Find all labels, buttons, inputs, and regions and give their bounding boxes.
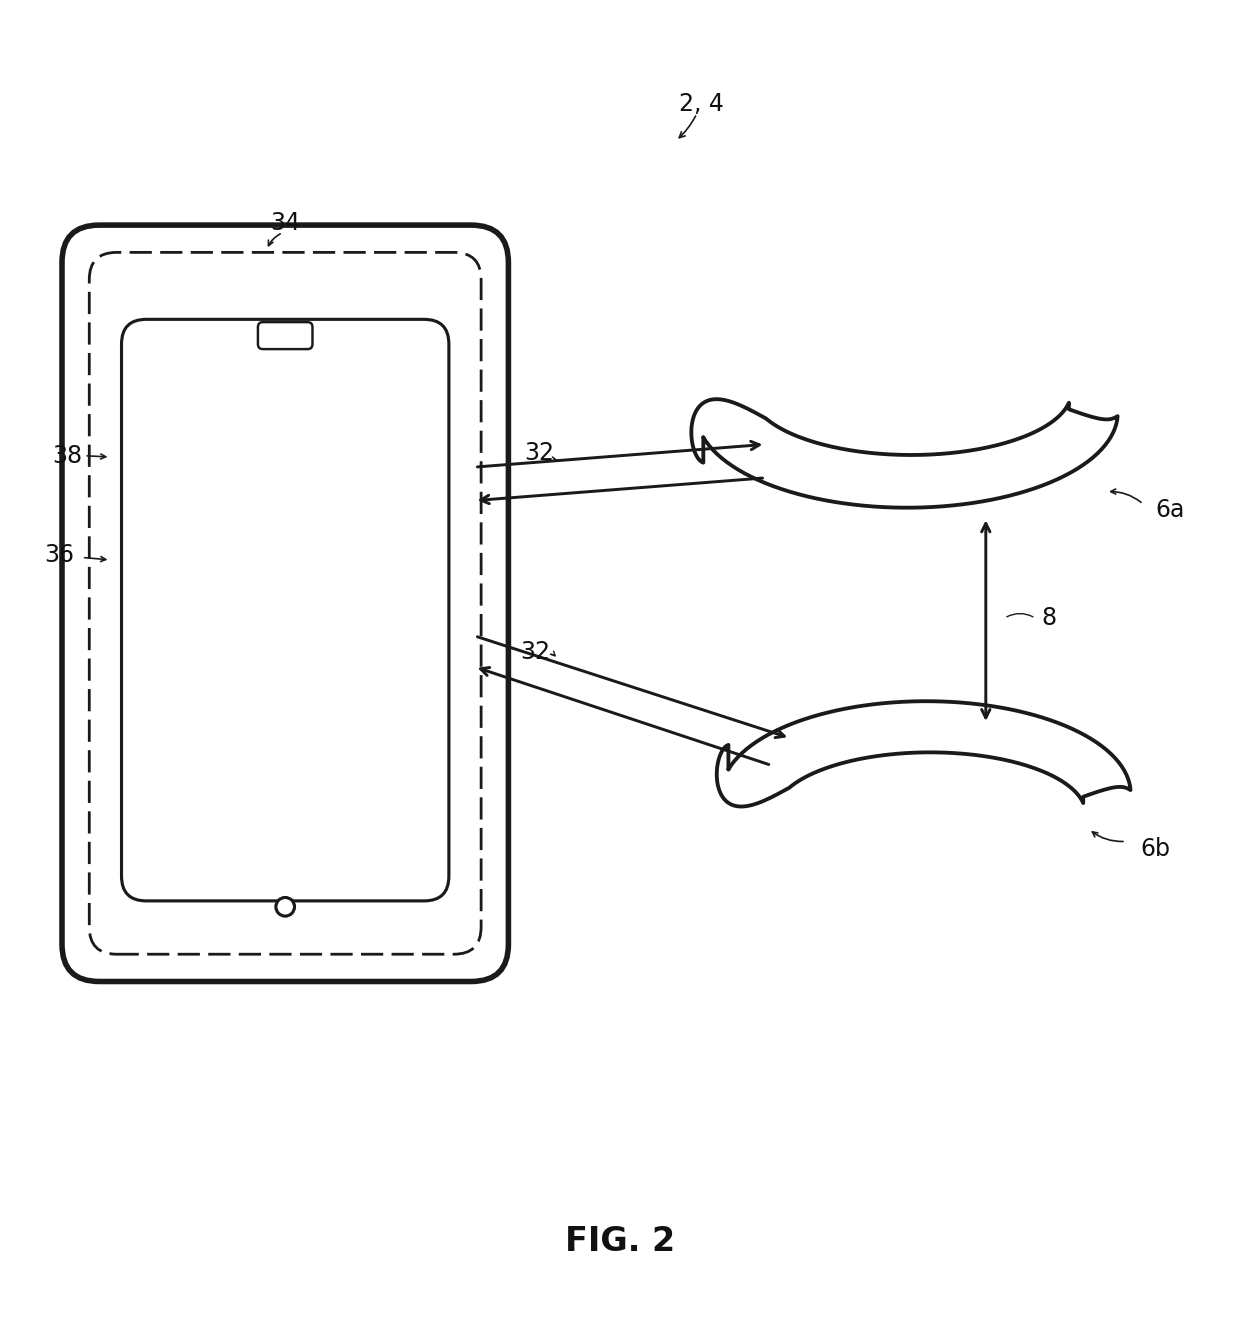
Text: 6a: 6a [1156, 498, 1185, 522]
Text: 36: 36 [45, 543, 74, 567]
Text: 34: 34 [270, 211, 300, 235]
Text: 32: 32 [521, 639, 551, 663]
FancyBboxPatch shape [258, 322, 312, 349]
FancyBboxPatch shape [122, 320, 449, 901]
FancyBboxPatch shape [62, 226, 508, 982]
Text: FIG. 2: FIG. 2 [565, 1225, 675, 1258]
Text: 6b: 6b [1141, 837, 1171, 861]
Circle shape [275, 897, 295, 916]
Text: 32: 32 [525, 442, 554, 465]
Text: 38: 38 [52, 443, 82, 467]
FancyBboxPatch shape [89, 252, 481, 955]
Text: 8: 8 [1042, 606, 1056, 630]
Text: 2, 4: 2, 4 [680, 91, 724, 115]
